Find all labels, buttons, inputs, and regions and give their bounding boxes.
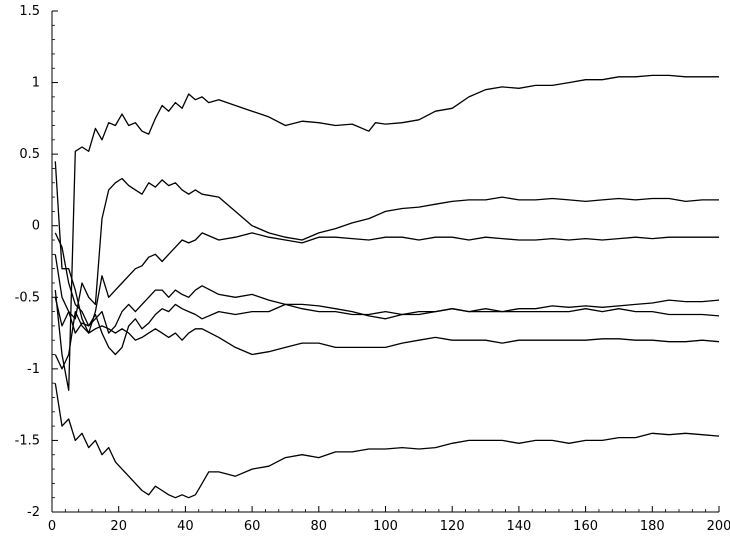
x-tick-label: 140 [506, 519, 531, 534]
y-tick-label: -2 [27, 505, 40, 520]
x-tick-label: 200 [707, 519, 730, 534]
series-line-4 [54, 232, 720, 334]
series-line-6 [54, 310, 720, 370]
series-line-2 [54, 177, 719, 327]
x-tick-label: 180 [640, 519, 665, 534]
y-tick-label: 0 [32, 219, 40, 234]
series-line-7 [54, 383, 720, 499]
x-tick-label: 120 [440, 519, 465, 534]
series-line-1 [54, 74, 719, 391]
x-tick-label: 40 [177, 519, 194, 534]
y-tick-label: 1.5 [19, 4, 40, 19]
ticks-layer: 0 20 40 60 80 100 120 140 160 180 200 1.5 1 0.5 0 -0.5 -… [15, 4, 730, 534]
y-tick-label: 0.5 [19, 147, 40, 162]
series-line-3 [54, 161, 719, 334]
y-tick-label: -1.5 [15, 433, 40, 448]
y-tick-label: 1 [32, 76, 40, 91]
y-tick-label: -1 [27, 362, 40, 377]
x-tick-label: 0 [48, 519, 56, 534]
series-layer [54, 74, 720, 499]
x-tick-label: 20 [110, 519, 127, 534]
y-tick-label: -0.5 [15, 290, 40, 305]
x-tick-label: 60 [244, 519, 261, 534]
axes-layer [51, 11, 719, 513]
series-line-5 [54, 254, 720, 356]
x-tick-label: 80 [311, 519, 328, 534]
x-tick-label: 160 [573, 519, 598, 534]
x-tick-label: 100 [373, 519, 398, 534]
